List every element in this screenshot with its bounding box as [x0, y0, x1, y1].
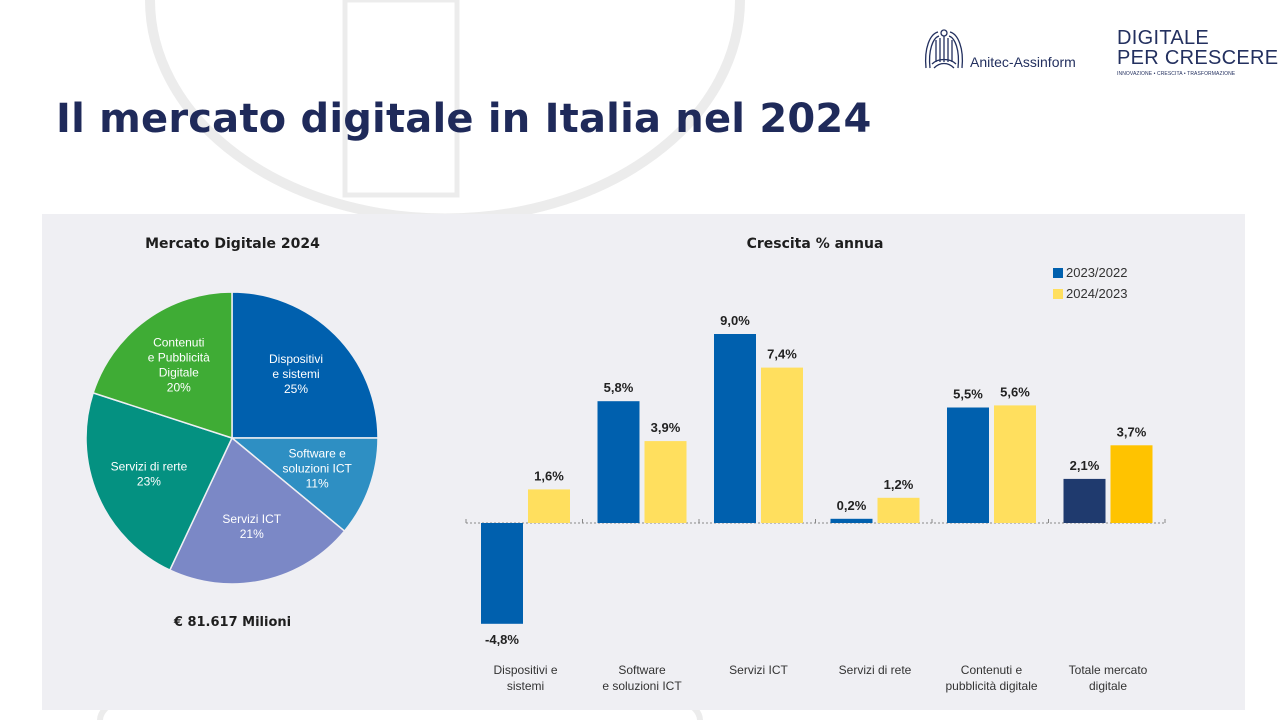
page-title: Il mercato digitale in Italia nel 2024	[56, 96, 872, 142]
anitec-assinform-logo: Anitec-Assinform	[922, 28, 1076, 70]
pie-slice	[231, 291, 379, 439]
bar-2023-2022	[597, 401, 640, 523]
bar-legend: 2023/2022 2024/2023	[1053, 262, 1127, 304]
digitale-per-crescere-logo: DIGITALE PER CRESCERE INNOVAZIONE • CRES…	[1117, 28, 1278, 77]
bar-value-label: 5,8%	[604, 380, 634, 395]
legend-item-2023: 2023/2022	[1053, 262, 1127, 283]
logo-line-1: DIGITALE	[1117, 27, 1210, 49]
market-total: € 81.617 Milioni	[173, 615, 292, 630]
bar-value-label: 1,2%	[884, 477, 914, 492]
bar-2024-2023	[994, 405, 1036, 523]
bar-chart-title: Crescita % annua	[746, 236, 884, 252]
pie-slice	[229, 437, 379, 533]
pie-slice	[85, 391, 234, 572]
bar-value-label: 0,2%	[837, 498, 867, 513]
category-label: Servizi ICT	[729, 663, 788, 677]
bar-2023-2022	[481, 523, 523, 624]
category-label: Contenuti e pubblicità digitale	[945, 663, 1037, 693]
legend-label-2023: 2023/2022	[1066, 265, 1128, 280]
eagle-icon	[924, 29, 964, 69]
legend-swatch-2023	[1053, 267, 1063, 278]
logo-line-2: PER CRESCERE	[1117, 47, 1279, 69]
bar-2024-2023	[877, 497, 920, 523]
bar-2023-2022	[947, 407, 989, 523]
category-label: Dispositivi e sistemi	[493, 663, 557, 693]
bar-value-label: 5,5%	[953, 387, 983, 402]
category-label: Software e soluzioni ICT	[602, 663, 682, 693]
pie-slice-label: Servizi di rerte 23%	[111, 459, 188, 488]
pie-slice-label: Contenuti e Pubblicità Digitale 20%	[148, 335, 210, 394]
pie-slice	[92, 291, 233, 440]
legend-swatch-2024	[1053, 288, 1063, 299]
pie-slice	[168, 436, 346, 585]
bar-value-label: 3,7%	[1117, 424, 1147, 439]
pie-slice-label: Dispositivi e sistemi 25%	[269, 352, 323, 396]
bar-2024-2023	[528, 489, 570, 523]
bar-value-label: 1,6%	[534, 468, 564, 483]
logo-tagline: INNOVAZIONE • CRESCITA • TRASFORMAZIONE	[1117, 71, 1236, 77]
bar-2024-2023	[761, 367, 803, 523]
category-label: Servizi di rete	[839, 663, 912, 677]
category-label: Totale mercato digitale	[1069, 663, 1148, 693]
bar-2023-2022	[830, 518, 873, 523]
pie-slice-label: Software e soluzioni ICT 11%	[282, 447, 352, 491]
legend-label-2024: 2024/2023	[1066, 286, 1128, 301]
bar-2023-2022	[1063, 478, 1106, 523]
legend-item-2024: 2024/2023	[1053, 283, 1127, 304]
bar-2023-2022	[714, 334, 756, 523]
bar-value-label: 3,9%	[651, 420, 681, 435]
bar-value-label: -4,8%	[485, 632, 519, 647]
bar-value-label: 5,6%	[1000, 384, 1030, 399]
bar-value-label: 7,4%	[767, 347, 797, 362]
bar-value-label: 9,0%	[720, 313, 750, 328]
bar-2024-2023	[644, 441, 687, 523]
pie-chart-title: Mercato Digitale 2024	[145, 236, 320, 252]
bar-value-label: 2,1%	[1070, 458, 1100, 473]
pie-slice-label: Servizi ICT 21%	[222, 512, 281, 541]
bar-2024-2023	[1110, 445, 1153, 523]
anitec-assinform-text: Anitec-Assinform	[970, 54, 1076, 70]
